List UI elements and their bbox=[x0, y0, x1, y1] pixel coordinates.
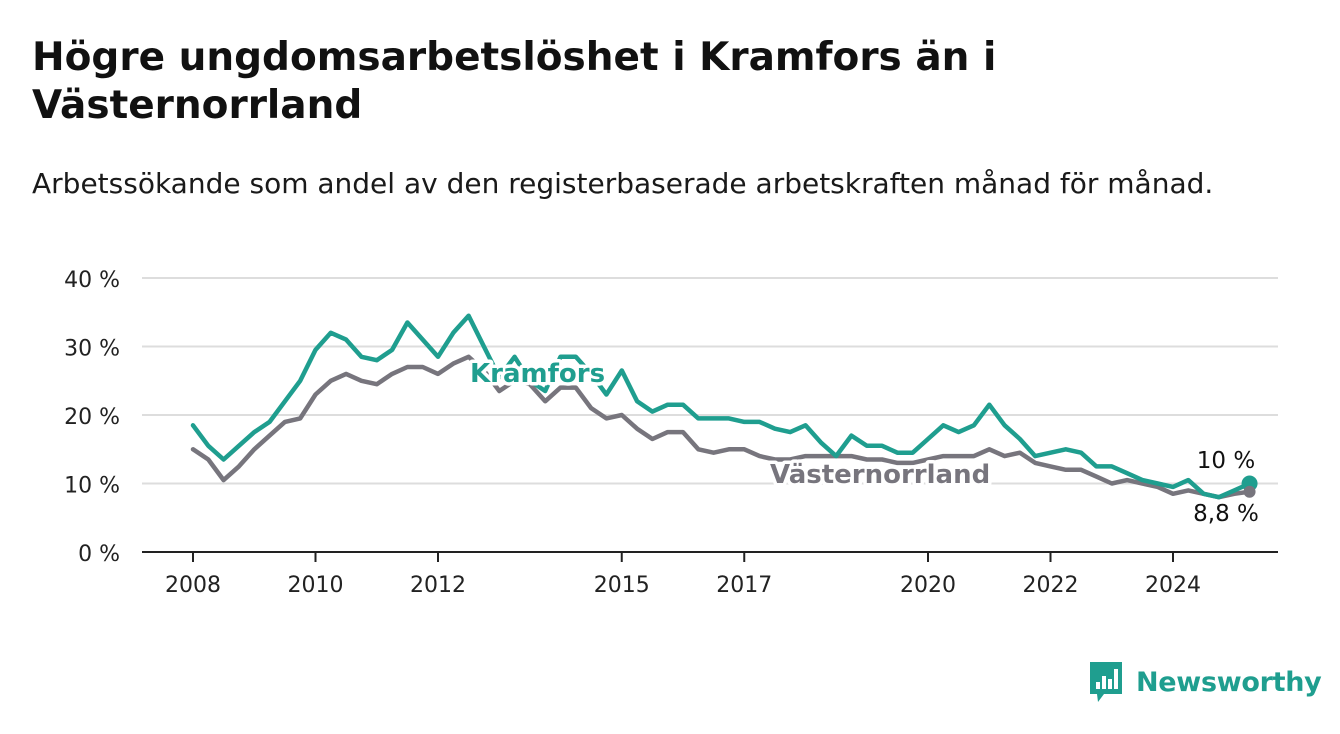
series-label-vasternorrland: Västernorrland bbox=[770, 460, 990, 490]
series-label-kramfors: Kramfors bbox=[470, 359, 605, 389]
x-tick-label: 2017 bbox=[716, 573, 772, 598]
line-chart: 0 % 10 % 20 % 30 % 40 % 2008 2010 2012 2015 2017… bbox=[64, 268, 1278, 598]
end-value-label-vasternorrland: 8,8 % bbox=[1193, 501, 1259, 527]
x-tick-label: 2012 bbox=[410, 573, 466, 598]
x-tick-label: 2010 bbox=[288, 573, 344, 598]
series-line-kramfors bbox=[190, 313, 1252, 500]
bar-chart-logo-icon bbox=[1090, 662, 1122, 702]
end-value-labels: 10 % 8,8 % bbox=[1190, 445, 1262, 530]
series-line-vasternorrland bbox=[190, 354, 1252, 500]
x-tick-label: 2020 bbox=[900, 573, 956, 598]
y-tick-label: 0 % bbox=[78, 542, 120, 567]
y-tick-label: 30 % bbox=[64, 337, 120, 362]
y-tick-label: 40 % bbox=[64, 268, 120, 293]
chart-subtitle: Arbetssökande som andel av den registerb… bbox=[32, 167, 1214, 200]
x-tick-label: 2024 bbox=[1145, 573, 1201, 598]
y-tick-label: 20 % bbox=[64, 405, 120, 430]
newsworthy-logo: Newsworthy bbox=[1088, 660, 1322, 704]
y-gridlines bbox=[142, 277, 1278, 485]
end-value-label-kramfors: 10 % bbox=[1197, 448, 1255, 474]
x-tick-label: 2008 bbox=[165, 573, 221, 598]
series-labels: Kramfors Västernorrland bbox=[467, 356, 994, 494]
y-axis-tick-labels: 0 % 10 % 20 % 30 % 40 % bbox=[64, 268, 120, 567]
x-axis-ticks: 2008 2010 2012 2015 2017 2020 2022 2024 bbox=[165, 552, 1201, 598]
brand-name: Newsworthy bbox=[1136, 666, 1322, 698]
x-tick-label: 2015 bbox=[594, 573, 650, 598]
series-end-dot-vasternorrland bbox=[1243, 485, 1256, 498]
y-tick-label: 10 % bbox=[64, 474, 120, 499]
x-tick-label: 2022 bbox=[1023, 573, 1079, 598]
chart-title: Högre ungdomsarbetslöshet i Kramfors än … bbox=[32, 35, 997, 128]
series-lines bbox=[190, 313, 1258, 500]
